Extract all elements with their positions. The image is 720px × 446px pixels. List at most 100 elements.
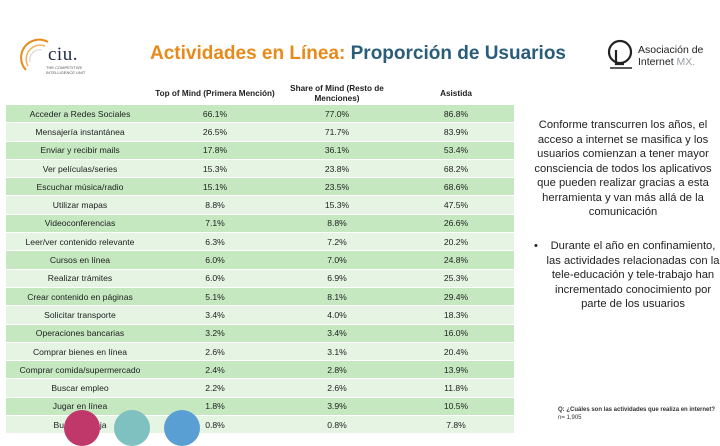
amx-line-2: Internet: [638, 56, 674, 68]
cell-asistida: 10.5%: [398, 397, 514, 417]
cell-top-of-mind: 3.4%: [154, 305, 276, 325]
cell-asistida: 20.4%: [398, 342, 514, 362]
cell-activity: Mensajería instantánea: [6, 122, 154, 142]
title-part-2: Proporción de Usuarios: [350, 43, 566, 64]
cell-share-of-mind: 4.0%: [276, 305, 398, 325]
cell-share-of-mind: 77.0%: [276, 105, 398, 124]
cell-activity: Cursos en línea: [6, 250, 154, 270]
ciu-logo: ciu. THE COMPETITIVE INTELLIGENCE UNIT: [18, 36, 98, 76]
header-share-of-mind: Share of Mind (Resto de Menciones): [276, 82, 398, 105]
cell-activity: Acceder a Redes Sociales: [6, 105, 154, 124]
survey-footnote: Q: ¿Cuáles son las actividades que reali…: [558, 406, 715, 422]
cell-share-of-mind: 2.6%: [276, 378, 398, 398]
cell-top-of-mind: 26.5%: [154, 122, 276, 142]
table-row: Cursos en línea 6.0% 7.0% 24.8%: [6, 250, 514, 270]
cell-asistida: 29.4%: [398, 287, 514, 307]
cell-share-of-mind: 36.1%: [276, 141, 398, 160]
cell-top-of-mind: 3.2%: [154, 324, 276, 343]
cell-share-of-mind: 71.7%: [276, 122, 398, 142]
cell-asistida: 25.3%: [398, 269, 514, 288]
cell-top-of-mind: 15.3%: [154, 159, 276, 179]
ciu-subtitle: THE COMPETITIVE INTELLIGENCE UNIT: [46, 65, 86, 75]
cell-top-of-mind: 66.1%: [154, 105, 276, 124]
page-title: Actividades en Línea: Proporción de Usua…: [150, 43, 566, 65]
cell-asistida: 24.8%: [398, 250, 514, 270]
cell-activity: Operaciones bancarias: [6, 324, 154, 343]
cell-share-of-mind: 3.1%: [276, 342, 398, 362]
cell-top-of-mind: 6.0%: [154, 250, 276, 270]
table-row: Videoconferencias 7.1% 8.8% 26.6%: [6, 214, 514, 234]
header-asistida: Asistida: [398, 82, 514, 105]
cell-share-of-mind: 3.9%: [276, 397, 398, 417]
cell-top-of-mind: 2.2%: [154, 378, 276, 398]
cell-asistida: 68.6%: [398, 177, 514, 197]
cell-top-of-mind: 5.1%: [154, 287, 276, 307]
amx-line-1: Asociación de: [638, 44, 704, 56]
bullet-dot-icon: •: [534, 240, 538, 252]
title-part-1: Actividades en Línea:: [150, 43, 346, 64]
header-top-of-mind: Top of Mind (Primera Mención): [154, 82, 276, 105]
table-header-row: Top of Mind (Primera Mención) Share of M…: [6, 82, 514, 105]
cell-activity: Enviar y recibir mails: [6, 141, 154, 160]
cell-top-of-mind: 17.8%: [154, 141, 276, 160]
cell-asistida: 26.6%: [398, 214, 514, 234]
activities-table: Top of Mind (Primera Mención) Share of M…: [6, 82, 514, 435]
table-row: Comprar comida/supermercado 2.4% 2.8% 13.9%: [6, 360, 514, 380]
commentary-bullet: • Durante el año en confinamiento, las a…: [534, 239, 720, 312]
cell-activity: Crear contenido en páginas: [6, 287, 154, 307]
cell-top-of-mind: 8.8%: [154, 195, 276, 215]
cell-asistida: 86.8%: [398, 105, 514, 124]
cell-activity: Solicitar transporte: [6, 305, 154, 325]
cell-share-of-mind: 2.8%: [276, 360, 398, 380]
table-row: Mensajería instantánea 26.5% 71.7% 83.9%: [6, 122, 514, 142]
decorative-circle-teal: [114, 410, 150, 446]
cell-top-of-mind: 7.1%: [154, 214, 276, 234]
table-row: Utilizar mapas 8.8% 15.3% 47.5%: [6, 195, 514, 215]
cell-top-of-mind: 2.4%: [154, 360, 276, 380]
cell-top-of-mind: 6.3%: [154, 232, 276, 252]
amx-logo: Asociación de Internet MX.: [606, 38, 706, 74]
cell-activity: Ver películas/series: [6, 159, 154, 179]
cell-asistida: 11.8%: [398, 378, 514, 398]
decorative-circle-blue: [164, 410, 200, 446]
cell-share-of-mind: 15.3%: [276, 195, 398, 215]
cell-share-of-mind: 7.0%: [276, 250, 398, 270]
cell-share-of-mind: 6.9%: [276, 269, 398, 288]
bullet-text: Durante el año en confinamiento, las act…: [546, 240, 720, 310]
cell-share-of-mind: 8.8%: [276, 214, 398, 234]
cell-asistida: 20.2%: [398, 232, 514, 252]
table-row: Crear contenido en páginas 5.1% 8.1% 29.4%: [6, 287, 514, 307]
cell-asistida: 16.0%: [398, 324, 514, 343]
cell-activity: Comprar bienes en línea: [6, 342, 154, 362]
cell-activity: Leer/ver contenido relevante: [6, 232, 154, 252]
cell-top-of-mind: 15.1%: [154, 177, 276, 197]
cell-share-of-mind: 7.2%: [276, 232, 398, 252]
cell-top-of-mind: 2.6%: [154, 342, 276, 362]
table-row: Buscar empleo 2.2% 2.6% 11.8%: [6, 378, 514, 398]
table-row: Comprar bienes en línea 2.6% 3.1% 20.4%: [6, 342, 514, 362]
table-row: Enviar y recibir mails 17.8% 36.1% 53.4%: [6, 141, 514, 160]
cell-activity: Escuchar música/radio: [6, 177, 154, 197]
sample-size: n= 1,905: [558, 415, 582, 421]
cell-share-of-mind: 0.8%: [276, 415, 398, 435]
cell-share-of-mind: 8.1%: [276, 287, 398, 307]
amx-emblem-icon: [607, 39, 633, 69]
commentary-paragraph: Conforme transcurren los años, el acceso…: [534, 119, 712, 218]
table-row: Ver películas/series 15.3% 23.8% 68.2%: [6, 159, 514, 179]
table-row: Leer/ver contenido relevante 6.3% 7.2% 20.2…: [6, 232, 514, 252]
table-row: Operaciones bancarias 3.2% 3.4% 16.0%: [6, 324, 514, 343]
table-row: Escuchar música/radio 15.1% 23.5% 68.6%: [6, 177, 514, 197]
cell-share-of-mind: 3.4%: [276, 324, 398, 343]
cell-share-of-mind: 23.5%: [276, 177, 398, 197]
cell-asistida: 53.4%: [398, 141, 514, 160]
cell-asistida: 68.2%: [398, 159, 514, 179]
header-activity: [6, 82, 154, 105]
cell-asistida: 13.9%: [398, 360, 514, 380]
cell-asistida: 47.5%: [398, 195, 514, 215]
cell-top-of-mind: 6.0%: [154, 269, 276, 288]
table-row: Realizar trámites 6.0% 6.9% 25.3%: [6, 269, 514, 288]
cell-activity: Jugar en línea: [6, 397, 154, 417]
cell-activity: Videoconferencias: [6, 214, 154, 234]
survey-question: Q: ¿Cuáles son las actividades que reali…: [558, 407, 716, 413]
cell-share-of-mind: 23.8%: [276, 159, 398, 179]
